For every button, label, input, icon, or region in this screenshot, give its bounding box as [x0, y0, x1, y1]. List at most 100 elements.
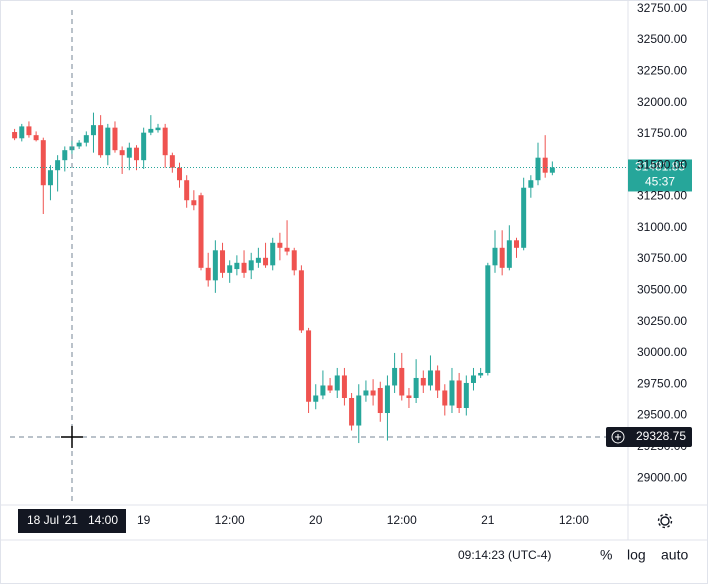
candle-body — [227, 265, 233, 273]
candle-body — [377, 387, 383, 414]
candle-body — [112, 127, 118, 151]
candle-body — [255, 257, 261, 263]
candle-body — [413, 377, 419, 398]
candle-body — [478, 372, 484, 376]
candle-body — [313, 395, 319, 402]
y-tick-label: 29500.00 — [637, 408, 687, 422]
y-tick-label: 31250.00 — [637, 189, 687, 203]
y-tick-label: 32750.00 — [637, 1, 687, 15]
candle-body — [162, 127, 168, 156]
candle-body — [306, 330, 312, 402]
candle-body — [205, 267, 211, 281]
candle-body — [499, 247, 505, 268]
y-tick-label: 30250.00 — [637, 314, 687, 328]
y-tick-label: 31750.00 — [637, 126, 687, 140]
candle-body — [298, 270, 304, 331]
candle-body — [277, 242, 283, 248]
percent-toggle[interactable]: % — [600, 547, 612, 563]
candle-body — [334, 375, 340, 391]
candle-body — [148, 128, 154, 133]
candle-body — [485, 265, 491, 373]
candle-body — [270, 242, 276, 266]
candle-body — [62, 150, 68, 161]
gear-teeth — [657, 513, 673, 529]
candle-body — [141, 132, 147, 161]
candle-body — [19, 126, 25, 139]
y-tick-label: 29000.00 — [637, 470, 687, 484]
x-tick-label: 12:00 — [387, 513, 417, 527]
candle-body — [406, 395, 412, 398]
candle-body — [212, 250, 218, 281]
candle-body — [76, 142, 82, 147]
candle-body — [549, 167, 555, 173]
candle-body — [506, 240, 512, 268]
candle-body — [263, 257, 269, 266]
candle-body — [155, 127, 161, 131]
y-tick-label: 31000.00 — [637, 220, 687, 234]
candle-body — [234, 262, 240, 270]
auto-toggle[interactable]: auto — [661, 547, 688, 563]
crosshair-price-box — [606, 426, 692, 447]
candle-body — [248, 260, 254, 271]
candle-body — [220, 250, 226, 273]
candle-body — [384, 385, 390, 414]
candle-body — [47, 170, 53, 186]
candle-body — [40, 140, 46, 186]
candle-body — [98, 125, 104, 156]
x-tick-label: 12:00 — [215, 513, 245, 527]
y-tick-label: 29250.00 — [637, 439, 687, 453]
y-tick-label: 30750.00 — [637, 251, 687, 265]
x-tick-label: 21 — [481, 513, 495, 527]
candle-body — [442, 390, 448, 406]
candle-body — [356, 395, 362, 426]
candle-body — [327, 385, 333, 391]
candle-body — [119, 150, 125, 156]
candle-body — [83, 135, 89, 143]
candle-body — [320, 385, 326, 396]
candle-body — [435, 370, 441, 391]
candle-body — [33, 135, 39, 141]
candle-body — [126, 147, 132, 158]
settings-icon[interactable] — [657, 513, 673, 529]
candle-body — [90, 125, 96, 136]
candle-body — [12, 132, 18, 139]
candle-body — [349, 397, 355, 426]
crosshair-plus — [611, 430, 625, 444]
gear — [660, 516, 670, 526]
candle-body — [463, 382, 469, 409]
candle-body — [420, 377, 426, 386]
candle-body — [528, 180, 534, 188]
x-tick-label: 20 — [309, 513, 323, 527]
candle-body — [456, 380, 462, 409]
last-price-box — [628, 159, 692, 192]
candle-body — [341, 375, 347, 398]
crosshair-price-label: 29328.75 — [636, 429, 686, 443]
y-tick-label: 29750.00 — [637, 376, 687, 390]
last-price-label: 31481.85 — [635, 160, 685, 174]
x-tick-label: 19 — [137, 513, 151, 527]
candle-body — [284, 247, 290, 252]
candle-body — [105, 127, 111, 156]
candle-body — [427, 370, 433, 386]
x-tick-label: 12:00 — [559, 513, 589, 527]
candle-body — [514, 240, 519, 248]
candle-body — [177, 167, 183, 181]
clock: 09:14:23 (UTC-4) — [458, 548, 551, 562]
countdown-label: 45:37 — [645, 175, 675, 189]
y-tick-label: 32000.00 — [637, 95, 687, 109]
crosshair-time-box — [18, 509, 126, 533]
candle-body — [198, 195, 204, 268]
log-toggle[interactable]: log — [627, 547, 646, 563]
y-tick-label: 32500.00 — [637, 32, 687, 46]
y-tick-label: 32250.00 — [637, 63, 687, 77]
candle-body — [169, 155, 175, 168]
candle-body — [184, 180, 190, 201]
crosshair-time: 14:00 — [88, 513, 118, 527]
candle-body — [392, 367, 398, 386]
candle-body — [449, 380, 455, 406]
candle-body — [542, 157, 548, 173]
candle-body — [191, 200, 197, 206]
